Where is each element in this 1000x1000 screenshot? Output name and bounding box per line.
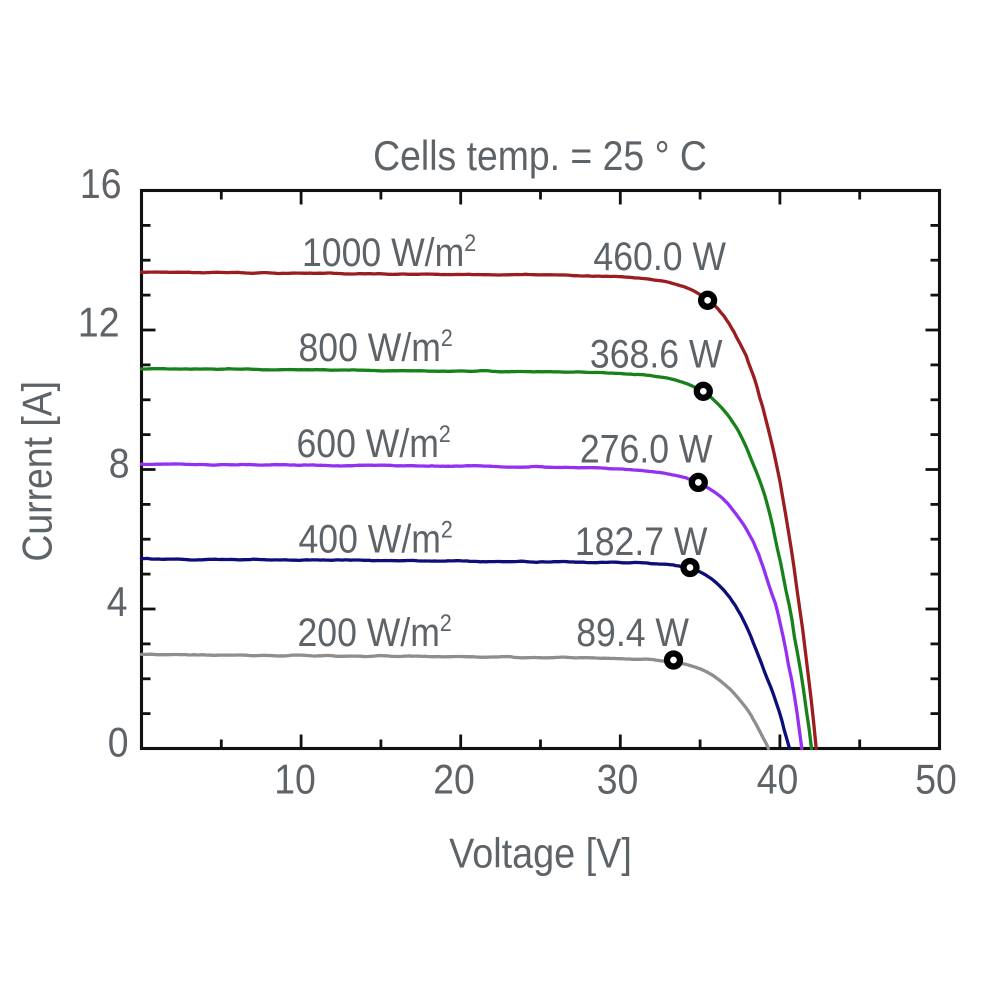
svg-text:Voltage [V]: Voltage [V] xyxy=(449,831,632,877)
svg-text:4: 4 xyxy=(107,579,128,625)
svg-text:30: 30 xyxy=(597,757,639,803)
svg-text:12: 12 xyxy=(78,300,120,346)
svg-text:600 W/m2: 600 W/m2 xyxy=(297,420,451,467)
svg-text:460.0 W: 460.0 W xyxy=(593,235,726,279)
svg-text:400 W/m2: 400 W/m2 xyxy=(299,515,453,562)
svg-text:10: 10 xyxy=(274,757,316,803)
svg-text:368.6 W: 368.6 W xyxy=(590,333,723,377)
svg-text:276.0 W: 276.0 W xyxy=(580,428,713,472)
svg-text:Cells temp. = 25 ° C: Cells temp. = 25 ° C xyxy=(373,133,707,179)
svg-text:1000 W/m2: 1000 W/m2 xyxy=(302,229,476,276)
svg-text:182.7 W: 182.7 W xyxy=(575,520,708,564)
svg-text:8: 8 xyxy=(109,441,130,487)
svg-text:Current [A]: Current [A] xyxy=(15,381,61,562)
svg-text:0: 0 xyxy=(108,720,129,766)
svg-text:800 W/m2: 800 W/m2 xyxy=(299,324,453,371)
svg-text:20: 20 xyxy=(433,757,475,803)
svg-text:50: 50 xyxy=(915,757,957,803)
svg-text:40: 40 xyxy=(757,757,799,803)
svg-text:200 W/m2: 200 W/m2 xyxy=(298,609,452,656)
svg-text:89.4 W: 89.4 W xyxy=(576,611,689,655)
svg-text:16: 16 xyxy=(80,161,122,207)
